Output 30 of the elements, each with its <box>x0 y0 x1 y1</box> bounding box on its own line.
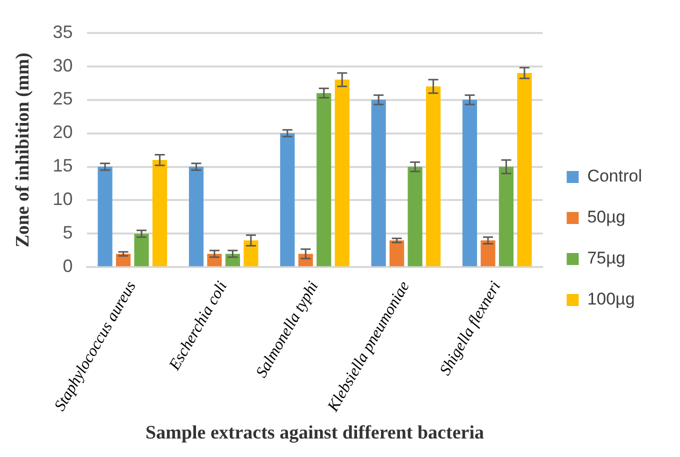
bar <box>517 72 532 266</box>
bar <box>462 100 478 266</box>
y-tick-label: 5 <box>62 222 73 243</box>
y-tick-label: 0 <box>62 256 73 276</box>
bar <box>371 100 386 266</box>
y-tick-label: 20 <box>52 122 73 142</box>
y-tick-label: 25 <box>52 88 73 109</box>
bar <box>188 166 204 266</box>
y-tick-label: 15 <box>52 156 73 176</box>
x-axis-title: Sample extracts against different bacteria <box>146 422 484 444</box>
legend-label: 50µg <box>587 208 626 227</box>
bar <box>390 240 404 266</box>
bar <box>334 80 350 266</box>
bar <box>408 166 422 266</box>
y-tick-label: 10 <box>52 189 73 210</box>
legend-label: 100µg <box>587 290 635 309</box>
bar <box>498 166 514 266</box>
bar <box>134 234 149 266</box>
bar <box>316 93 332 266</box>
legend-label: Control <box>587 166 642 186</box>
bar <box>244 240 258 266</box>
y-tick-label: 30 <box>52 55 73 76</box>
y-axis-title: Zone of inhibition (mm) <box>12 52 34 248</box>
y-tick-label: 35 <box>52 22 73 42</box>
bar <box>480 240 496 266</box>
bar <box>98 166 112 266</box>
bar <box>426 86 441 266</box>
bar <box>280 133 295 266</box>
legend-label: 75µg <box>587 248 626 268</box>
bar <box>152 160 168 266</box>
